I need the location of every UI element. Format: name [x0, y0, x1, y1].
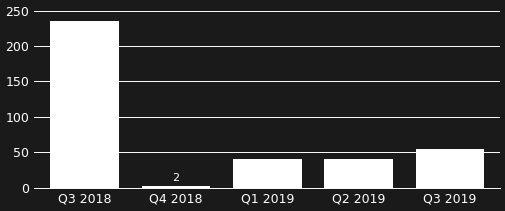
- Bar: [233, 159, 301, 188]
- Bar: [415, 149, 483, 188]
- Bar: [324, 159, 392, 188]
- Text: 2: 2: [172, 173, 179, 183]
- Bar: [141, 186, 210, 188]
- Bar: [50, 21, 119, 188]
